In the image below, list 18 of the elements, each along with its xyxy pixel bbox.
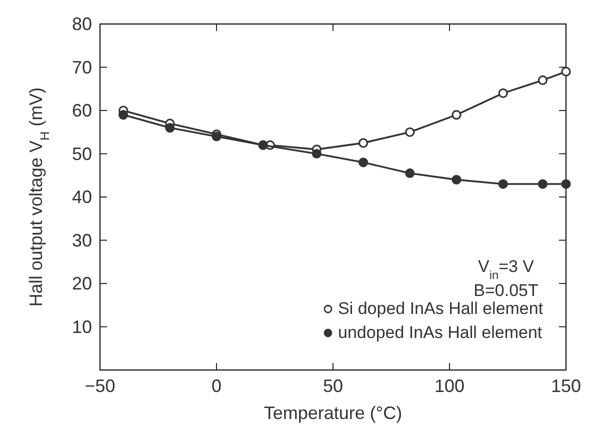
- x-tick-label: 150: [550, 376, 582, 396]
- x-tick-label: 100: [434, 376, 465, 396]
- y-tick-label: 80: [72, 14, 92, 34]
- x-axis-title: Temperature (°C): [264, 403, 402, 423]
- y-tick-label: 60: [72, 100, 92, 120]
- y-tick-label: 70: [72, 57, 92, 78]
- x-tick-label: 0: [211, 376, 222, 396]
- y-tick-label: 40: [72, 187, 92, 207]
- x-tick-label: −50: [84, 376, 116, 396]
- legend-label: undoped InAs Hall element: [338, 323, 542, 342]
- annotation: B=0.05T: [474, 281, 538, 300]
- y-tick-label: 20: [72, 274, 92, 294]
- y-tick-label: 10: [72, 316, 92, 337]
- y-tick-label: 50: [72, 144, 92, 164]
- legend-label: Si doped InAs Hall element: [338, 299, 544, 318]
- x-tick-label: 50: [322, 376, 344, 396]
- annotation: V$_{in}$=3 V: [478, 257, 535, 282]
- y-tick-label: 30: [72, 230, 92, 250]
